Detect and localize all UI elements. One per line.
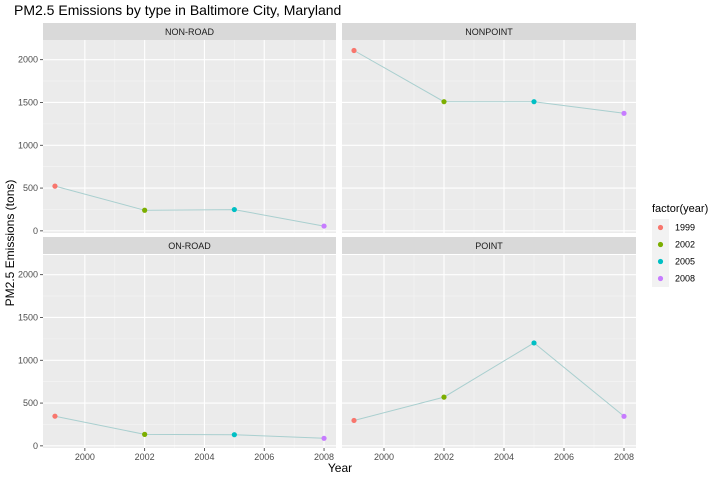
legend-label: 1999 <box>675 223 695 233</box>
facet-panel: NONPOINT <box>342 23 636 233</box>
x-tick-label: 2002 <box>434 452 454 462</box>
y-tick-label: 2000 <box>18 55 38 65</box>
facet-strip-label: NONPOINT <box>465 27 513 37</box>
facet-strip <box>43 237 336 254</box>
data-point <box>621 110 627 116</box>
facet-strip-label: ON-ROAD <box>168 241 211 251</box>
data-point <box>441 394 447 400</box>
y-tick-label: 0 <box>33 441 38 451</box>
facet-strip <box>342 237 636 254</box>
y-tick-label: 500 <box>23 183 38 193</box>
y-tick-label: 1000 <box>18 140 38 150</box>
data-point <box>621 413 627 419</box>
facet-strip <box>43 23 336 40</box>
series-line <box>353 342 625 421</box>
facet-panel: ON-ROAD 0 500 1000 1500 2000 2000 2002 2004 2006 2… <box>18 237 336 462</box>
y-tick-label: 2000 <box>18 270 38 280</box>
y-tick-label: 1000 <box>18 355 38 365</box>
series-line <box>54 415 325 439</box>
y-tick-label: 0 <box>33 226 38 236</box>
data-point <box>321 223 327 229</box>
y-tick-label: 1500 <box>18 312 38 322</box>
legend-title: factor(year) <box>652 203 708 215</box>
facet-strip <box>342 23 636 40</box>
legend-key-point <box>657 258 664 265</box>
x-tick-label: 2008 <box>314 452 334 462</box>
x-tick-label: 2004 <box>194 452 214 462</box>
x-tick-label: 2006 <box>554 452 574 462</box>
data-point <box>531 340 537 346</box>
x-tick-label: 2006 <box>254 452 274 462</box>
panel-background <box>342 255 636 448</box>
series-line <box>353 50 625 114</box>
x-tick-label: 2002 <box>135 452 155 462</box>
y-axis-title: PM2.5 Emissions (tons) <box>3 180 17 307</box>
legend-key-point <box>657 224 664 231</box>
x-tick-label: 2004 <box>494 452 514 462</box>
facet-panel: NON-ROAD 0 500 1000 1500 2000 <box>18 23 336 236</box>
data-point <box>321 435 327 441</box>
legend-label: 2002 <box>675 240 695 250</box>
x-tick-label: 2008 <box>614 452 634 462</box>
data-point <box>231 206 237 213</box>
legend-key-point <box>657 275 664 282</box>
data-point <box>231 432 237 438</box>
legend: factor(year) 1999 2002 2005 2008 <box>652 203 708 287</box>
data-point <box>351 417 357 424</box>
data-point <box>52 183 58 189</box>
facet-strip-label: POINT <box>475 241 503 251</box>
chart-title: PM2.5 Emissions by type in Baltimore Cit… <box>14 2 341 18</box>
data-point <box>531 99 537 105</box>
panel-background <box>43 40 336 233</box>
facet-panels: NON-ROAD 0 500 1000 1500 2000 NONPOINT ON-ROAD 0… <box>18 23 636 462</box>
x-tick-label: 2000 <box>374 452 394 462</box>
data-point <box>52 413 58 419</box>
legend-label: 2005 <box>675 257 695 267</box>
facet-strip-label: NON-ROAD <box>165 27 214 37</box>
x-tick-label: 2000 <box>75 452 95 462</box>
x-axis-title: Year <box>328 461 352 475</box>
facet-panel: POINT 2000 2002 2004 2006 2008 <box>342 237 636 462</box>
y-tick-label: 1500 <box>18 97 38 107</box>
series-line <box>54 185 325 227</box>
data-point <box>441 99 447 105</box>
data-point <box>142 431 148 437</box>
legend-label: 2008 <box>675 274 695 284</box>
panel-background <box>342 40 636 233</box>
data-point <box>351 47 357 54</box>
legend-key-point <box>657 241 664 248</box>
y-tick-label: 500 <box>23 398 38 408</box>
data-point <box>142 207 148 213</box>
panel-background <box>43 255 336 448</box>
